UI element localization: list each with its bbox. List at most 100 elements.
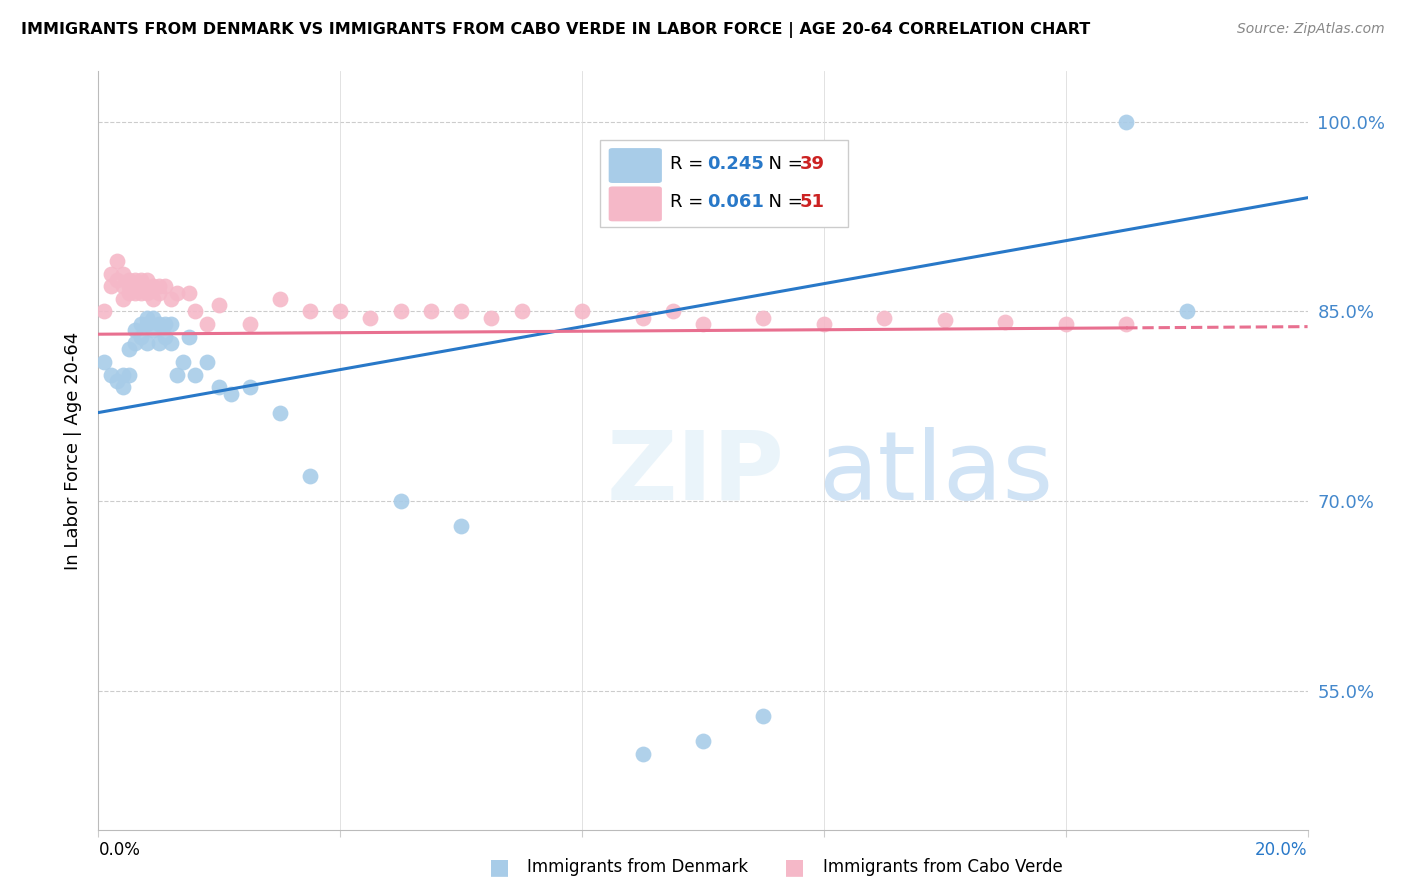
Text: 0.245: 0.245 [707,155,763,173]
Text: 39: 39 [800,155,825,173]
Text: Immigrants from Cabo Verde: Immigrants from Cabo Verde [823,858,1063,876]
Point [1175,304,1198,318]
Point [160,292,183,306]
Point [142,292,165,306]
Text: 20.0%: 20.0% [1256,840,1308,859]
Point [1115,115,1137,129]
Point [208,298,231,312]
Point [93,355,115,369]
Point [129,273,152,287]
Text: 51: 51 [800,194,825,211]
FancyBboxPatch shape [600,139,848,227]
Point [329,304,352,318]
Point [752,708,775,723]
Point [100,368,122,382]
Point [153,317,176,331]
Point [135,317,157,331]
Point [135,273,157,287]
Point [184,368,207,382]
FancyBboxPatch shape [609,186,662,221]
Point [148,317,170,331]
Point [1054,317,1077,331]
Point [692,317,714,331]
Text: N =: N = [758,155,808,173]
Point [105,374,128,388]
Text: ■: ■ [489,857,509,877]
Point [360,310,382,325]
Point [934,313,956,327]
Point [752,310,775,325]
Point [160,336,183,351]
Point [873,310,896,325]
Point [129,317,152,331]
Point [124,279,146,293]
Point [142,310,165,325]
Point [510,304,533,318]
Point [195,317,218,331]
Point [994,314,1017,328]
Point [124,285,146,300]
Point [160,317,183,331]
Point [153,330,176,344]
Point [692,734,714,748]
Point [172,355,194,369]
Point [111,279,134,293]
Point [166,368,188,382]
Point [221,386,243,401]
Point [813,317,835,331]
Text: 0.061: 0.061 [707,194,763,211]
Point [450,304,472,318]
Point [118,343,141,357]
Text: R =: R = [671,194,710,211]
Point [166,285,188,300]
Text: ■: ■ [785,857,804,877]
Point [269,292,291,306]
Point [661,304,683,318]
Point [153,279,176,293]
Point [481,310,503,325]
Text: ZIP: ZIP [606,426,785,520]
Point [179,330,201,344]
Point [195,355,218,369]
Text: Immigrants from Denmark: Immigrants from Denmark [527,858,748,876]
Point [111,292,134,306]
Point [135,285,157,300]
Point [111,368,134,382]
Point [208,380,231,394]
Point [129,279,152,293]
Text: Source: ZipAtlas.com: Source: ZipAtlas.com [1237,22,1385,37]
Text: N =: N = [758,194,808,211]
Point [118,273,141,287]
Y-axis label: In Labor Force | Age 20-64: In Labor Force | Age 20-64 [63,331,82,570]
Text: atlas: atlas [818,426,1053,520]
Point [631,310,654,325]
Point [239,380,262,394]
Point [142,279,165,293]
Point [118,285,141,300]
Point [631,747,654,761]
Point [111,267,134,281]
Point [93,304,115,318]
Point [100,279,122,293]
Point [100,267,122,281]
Point [269,405,291,419]
Point [389,304,412,318]
Point [135,310,157,325]
Point [239,317,262,331]
Point [118,368,141,382]
FancyBboxPatch shape [609,148,662,183]
Point [299,304,322,318]
Point [179,285,201,300]
Point [299,468,322,483]
Point [135,336,157,351]
Point [142,323,165,337]
Point [148,285,170,300]
Point [420,304,443,318]
Point [148,336,170,351]
Point [450,519,472,533]
Point [389,494,412,508]
Point [111,380,134,394]
Point [124,273,146,287]
Point [571,304,593,318]
Point [105,273,128,287]
